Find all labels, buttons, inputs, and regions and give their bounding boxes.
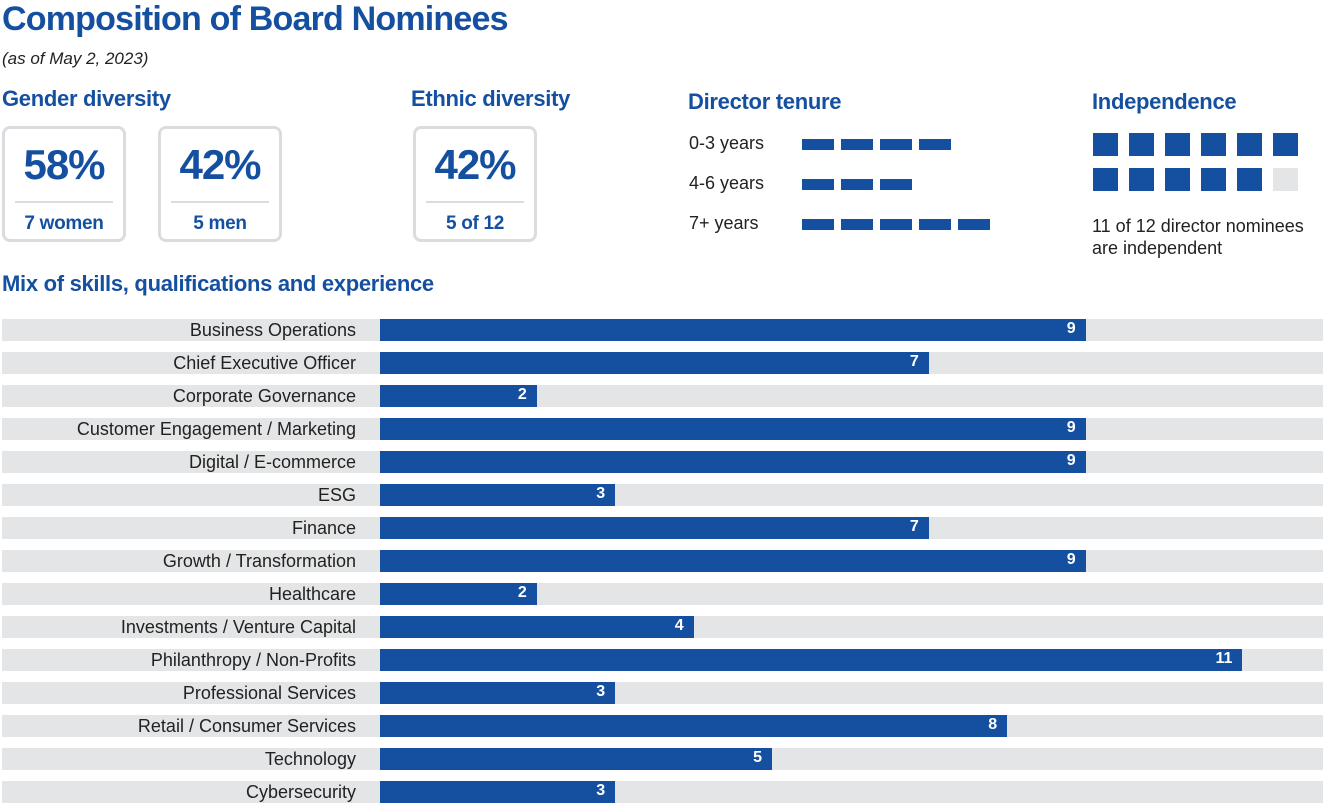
tenure-dash xyxy=(841,139,873,150)
bar-value-label: 7 xyxy=(909,518,919,535)
independent-square xyxy=(1273,133,1298,156)
bar: 7 xyxy=(380,352,929,374)
tenure-label: 7+ years xyxy=(689,213,759,233)
women-percent: 58% xyxy=(23,141,105,188)
independent-square xyxy=(1129,133,1154,156)
tenure-dash xyxy=(802,139,834,150)
tenure-dash xyxy=(880,139,912,150)
bar-value-label: 8 xyxy=(988,716,998,733)
bar-value-label: 7 xyxy=(909,353,919,370)
bar-label: Business Operations xyxy=(189,320,356,340)
ethnic-count: 5 of 12 xyxy=(445,213,505,234)
skills-heading: Mix of skills, qualifications and experi… xyxy=(2,271,434,296)
bar-label: Finance xyxy=(291,518,356,538)
tenure-dash xyxy=(958,219,990,230)
bar-value-label: 5 xyxy=(753,749,762,766)
card-divider xyxy=(426,201,524,203)
bar-label: ESG xyxy=(317,485,356,505)
bar: 8 xyxy=(380,715,1008,737)
bar-value-label: 11 xyxy=(1215,650,1233,667)
bar-value-label: 2 xyxy=(517,386,527,403)
ethnic-card: 42% 5 of 12 xyxy=(413,126,537,242)
tenure-dash xyxy=(802,219,834,230)
bar-value-label: 2 xyxy=(517,584,527,601)
tenure-dash xyxy=(802,179,834,190)
independent-square xyxy=(1165,168,1190,191)
bar-track xyxy=(2,385,1323,407)
bar-value-label: 3 xyxy=(596,683,606,700)
men-card: 42% 5 men xyxy=(158,126,282,242)
independent-square xyxy=(1237,168,1262,191)
women-card: 58% 7 women xyxy=(2,126,126,242)
tenure-dash xyxy=(880,179,912,190)
bar: 9 xyxy=(380,550,1086,572)
tenure-label: 0-3 years xyxy=(689,133,765,153)
bar-track xyxy=(2,484,1323,506)
bar-label: Growth / Transformation xyxy=(162,551,356,571)
bar-value-label: 9 xyxy=(1066,419,1076,436)
bar-label: Technology xyxy=(264,749,356,769)
bar: 3 xyxy=(380,781,616,803)
men-percent: 42% xyxy=(179,141,261,188)
bar-track xyxy=(2,583,1323,605)
bar-track xyxy=(2,781,1323,803)
ethnic-percent: 42% xyxy=(434,141,516,188)
independence-caption: 11 of 12 director nominees are independe… xyxy=(1092,215,1304,259)
bar-value-label: 9 xyxy=(1066,551,1076,568)
independence-caption-line: 11 of 12 director nominees xyxy=(1092,216,1304,236)
page-title: Composition of Board Nominees xyxy=(2,0,509,38)
bar: 3 xyxy=(380,484,616,506)
bar-value-label: 4 xyxy=(674,617,684,634)
bar: 2 xyxy=(380,583,537,605)
card-divider xyxy=(171,201,269,203)
independent-square xyxy=(1201,133,1226,156)
bar-label: Healthcare xyxy=(268,584,356,604)
bar-value-label: 9 xyxy=(1066,320,1076,337)
bar: 9 xyxy=(380,418,1086,440)
independent-square xyxy=(1129,168,1154,191)
independent-square xyxy=(1093,168,1118,191)
bar: 3 xyxy=(380,682,616,704)
tenure-heading: Director tenure xyxy=(688,89,842,114)
bar-label: Corporate Governance xyxy=(172,386,356,406)
independent-square xyxy=(1093,133,1118,156)
bar-value-label: 3 xyxy=(596,485,606,502)
bar-track xyxy=(2,682,1323,704)
bar: 7 xyxy=(380,517,929,539)
independent-square xyxy=(1201,168,1226,191)
independence-heading: Independence xyxy=(1092,89,1237,114)
independent-square xyxy=(1237,133,1262,156)
tenure-label: 4-6 years xyxy=(689,173,765,193)
bar-value-label: 9 xyxy=(1066,452,1076,469)
bar-label: Digital / E-commerce xyxy=(188,452,356,472)
bar: 4 xyxy=(380,616,694,638)
bar-label: Retail / Consumer Services xyxy=(137,716,356,736)
tenure-dash xyxy=(880,219,912,230)
tenure-dash xyxy=(919,219,951,230)
as-of-date: (as of May 2, 2023) xyxy=(2,49,149,68)
ethnic-heading: Ethnic diversity xyxy=(411,86,571,111)
tenure-dash xyxy=(841,219,873,230)
independence-caption-line: are independent xyxy=(1092,238,1223,258)
bar: 2 xyxy=(380,385,537,407)
non-independent-square xyxy=(1273,168,1298,191)
bar-label: Customer Engagement / Marketing xyxy=(76,419,356,439)
bar: 9 xyxy=(380,319,1086,341)
tenure-dash xyxy=(919,139,951,150)
bar-label: Philanthropy / Non-Profits xyxy=(150,650,356,670)
men-count: 5 men xyxy=(193,213,247,234)
bar: 9 xyxy=(380,451,1086,473)
bar-value-label: 3 xyxy=(596,782,606,799)
bar-label: Professional Services xyxy=(182,683,356,703)
women-count: 7 women xyxy=(24,213,104,234)
bar-label: Chief Executive Officer xyxy=(173,353,356,373)
bar: 5 xyxy=(380,748,772,770)
tenure-dash xyxy=(841,179,873,190)
bar: 11 xyxy=(380,649,1243,671)
card-divider xyxy=(15,201,113,203)
independent-square xyxy=(1165,133,1190,156)
bar-label: Investments / Venture Capital xyxy=(120,617,356,637)
gender-heading: Gender diversity xyxy=(2,86,171,111)
bar-label: Cybersecurity xyxy=(245,782,356,802)
